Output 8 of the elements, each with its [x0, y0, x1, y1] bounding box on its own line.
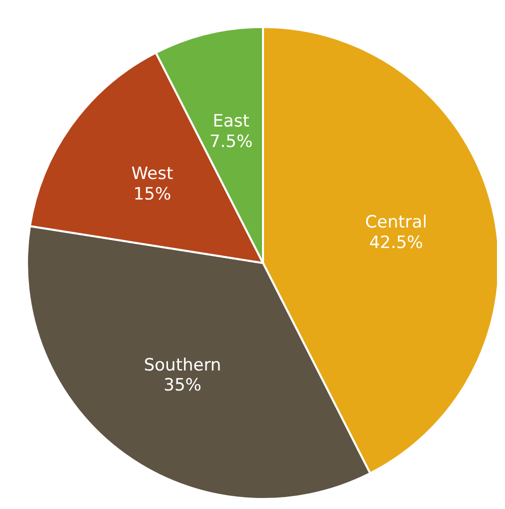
slice-label: Central [365, 212, 428, 233]
data-label: 42.5% [369, 233, 424, 254]
slice-label: Southern [144, 355, 222, 376]
data-label: 35% [164, 376, 202, 396]
slice-label: West [131, 164, 174, 184]
data-label: 15% [133, 184, 172, 205]
data-label: 7.5% [209, 132, 253, 152]
slice-label: East [212, 112, 250, 132]
